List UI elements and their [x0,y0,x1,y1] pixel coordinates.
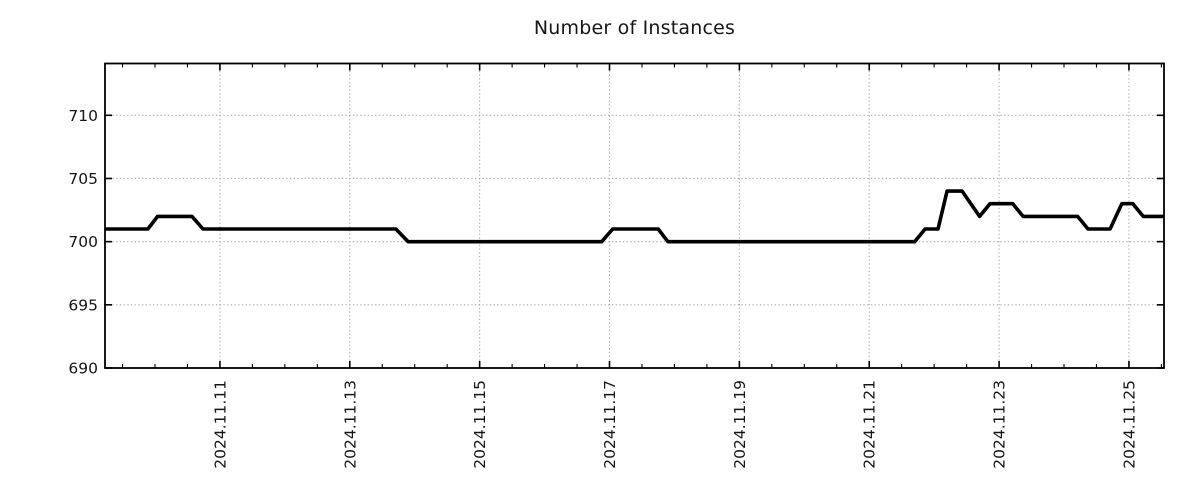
x-tick-label: 2024.11.13 [341,380,359,469]
x-tick-label: 2024.11.17 [601,380,619,469]
chart-title: Number of Instances [533,17,736,39]
y-tick-label: 695 [68,296,98,314]
x-tick-label: 2024.11.11 [211,380,229,469]
series-line-instances [105,189,1164,244]
x-tick-label: 2024.11.19 [731,380,749,469]
y-tick-label: 690 [68,360,98,378]
y-tick-label: 700 [68,233,98,251]
y-tick-label: 705 [68,170,98,188]
x-tick-label: 2024.11.25 [1120,380,1138,469]
plot-border [104,62,1165,369]
x-tick-label: 2024.11.23 [991,380,1009,469]
x-tick-label: 2024.11.15 [471,380,489,469]
x-tick-label: 2024.11.21 [861,380,879,469]
y-tick-label: 710 [68,107,98,125]
